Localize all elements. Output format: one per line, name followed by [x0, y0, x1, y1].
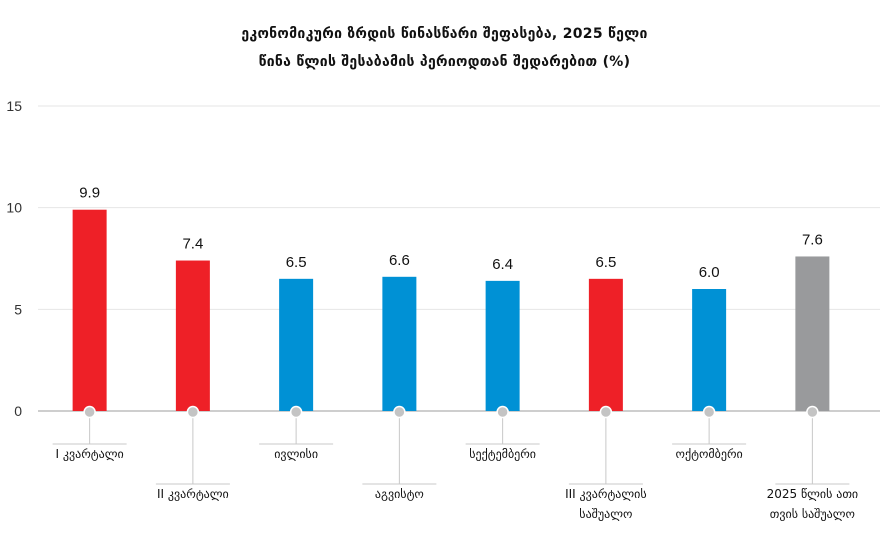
category-label: ივლისი: [274, 447, 318, 461]
category-label: II კვარტალი: [157, 487, 229, 501]
category-label: საშუალო: [579, 507, 632, 521]
y-tick-label: 0: [14, 403, 22, 419]
category-marker: [83, 405, 96, 419]
bar: [588, 278, 623, 411]
category-leaders: [52, 411, 850, 485]
value-label: 9.9: [79, 185, 100, 202]
category-label: სექტემბერი: [469, 447, 536, 461]
category-markers: [83, 405, 819, 419]
value-label: 6.4: [492, 256, 513, 273]
category-marker: [496, 405, 509, 419]
bar: [279, 278, 314, 411]
value-label: 6.5: [286, 254, 307, 271]
bar: [72, 209, 107, 411]
category-marker: [289, 405, 303, 419]
category-marker: [599, 405, 613, 419]
category-label: ოქტომბერი: [676, 447, 743, 461]
y-tick-label: 5: [14, 301, 22, 317]
category-marker: [393, 405, 406, 419]
bar: [795, 256, 830, 411]
category-marker: [702, 405, 716, 419]
bar: [175, 260, 210, 411]
chart-title-line-2: წინა წლის შესაბამის პერიოდთან შედარებით …: [259, 54, 631, 70]
category-marker: [186, 405, 200, 419]
bars: [72, 209, 830, 411]
category-label: III კვარტალის: [565, 487, 647, 501]
value-label: 6.5: [595, 254, 616, 271]
value-label: 7.6: [802, 231, 823, 248]
value-labels: 9.9 7.4 6.5 6.6 6.4 6.5 6.0 7.6: [79, 185, 823, 281]
bar: [692, 289, 727, 411]
category-label: I კვარტალი: [56, 447, 124, 461]
value-label: 6.6: [389, 252, 410, 269]
y-tick-label: 15: [6, 98, 22, 114]
bar: [485, 280, 520, 411]
category-label: თვის საშუალო: [770, 507, 855, 521]
category-label: აგვისტო: [375, 487, 424, 501]
chart-title-line-1: ეკონომიკური ზრდის წინასწარი შეფასება, 20…: [241, 26, 647, 42]
bar: [382, 276, 417, 411]
value-label: 6.0: [699, 264, 720, 281]
y-axis: 0 5 10 15: [6, 98, 22, 419]
category-labels: I კვარტალი II კვარტალი ივლისი აგვისტო სექტემ…: [56, 447, 859, 521]
category-label: 2025 წლის ათი: [767, 487, 859, 501]
gridlines: [38, 105, 880, 412]
category-marker: [806, 405, 819, 419]
y-tick-label: 10: [6, 200, 22, 216]
value-label: 7.4: [182, 236, 203, 253]
